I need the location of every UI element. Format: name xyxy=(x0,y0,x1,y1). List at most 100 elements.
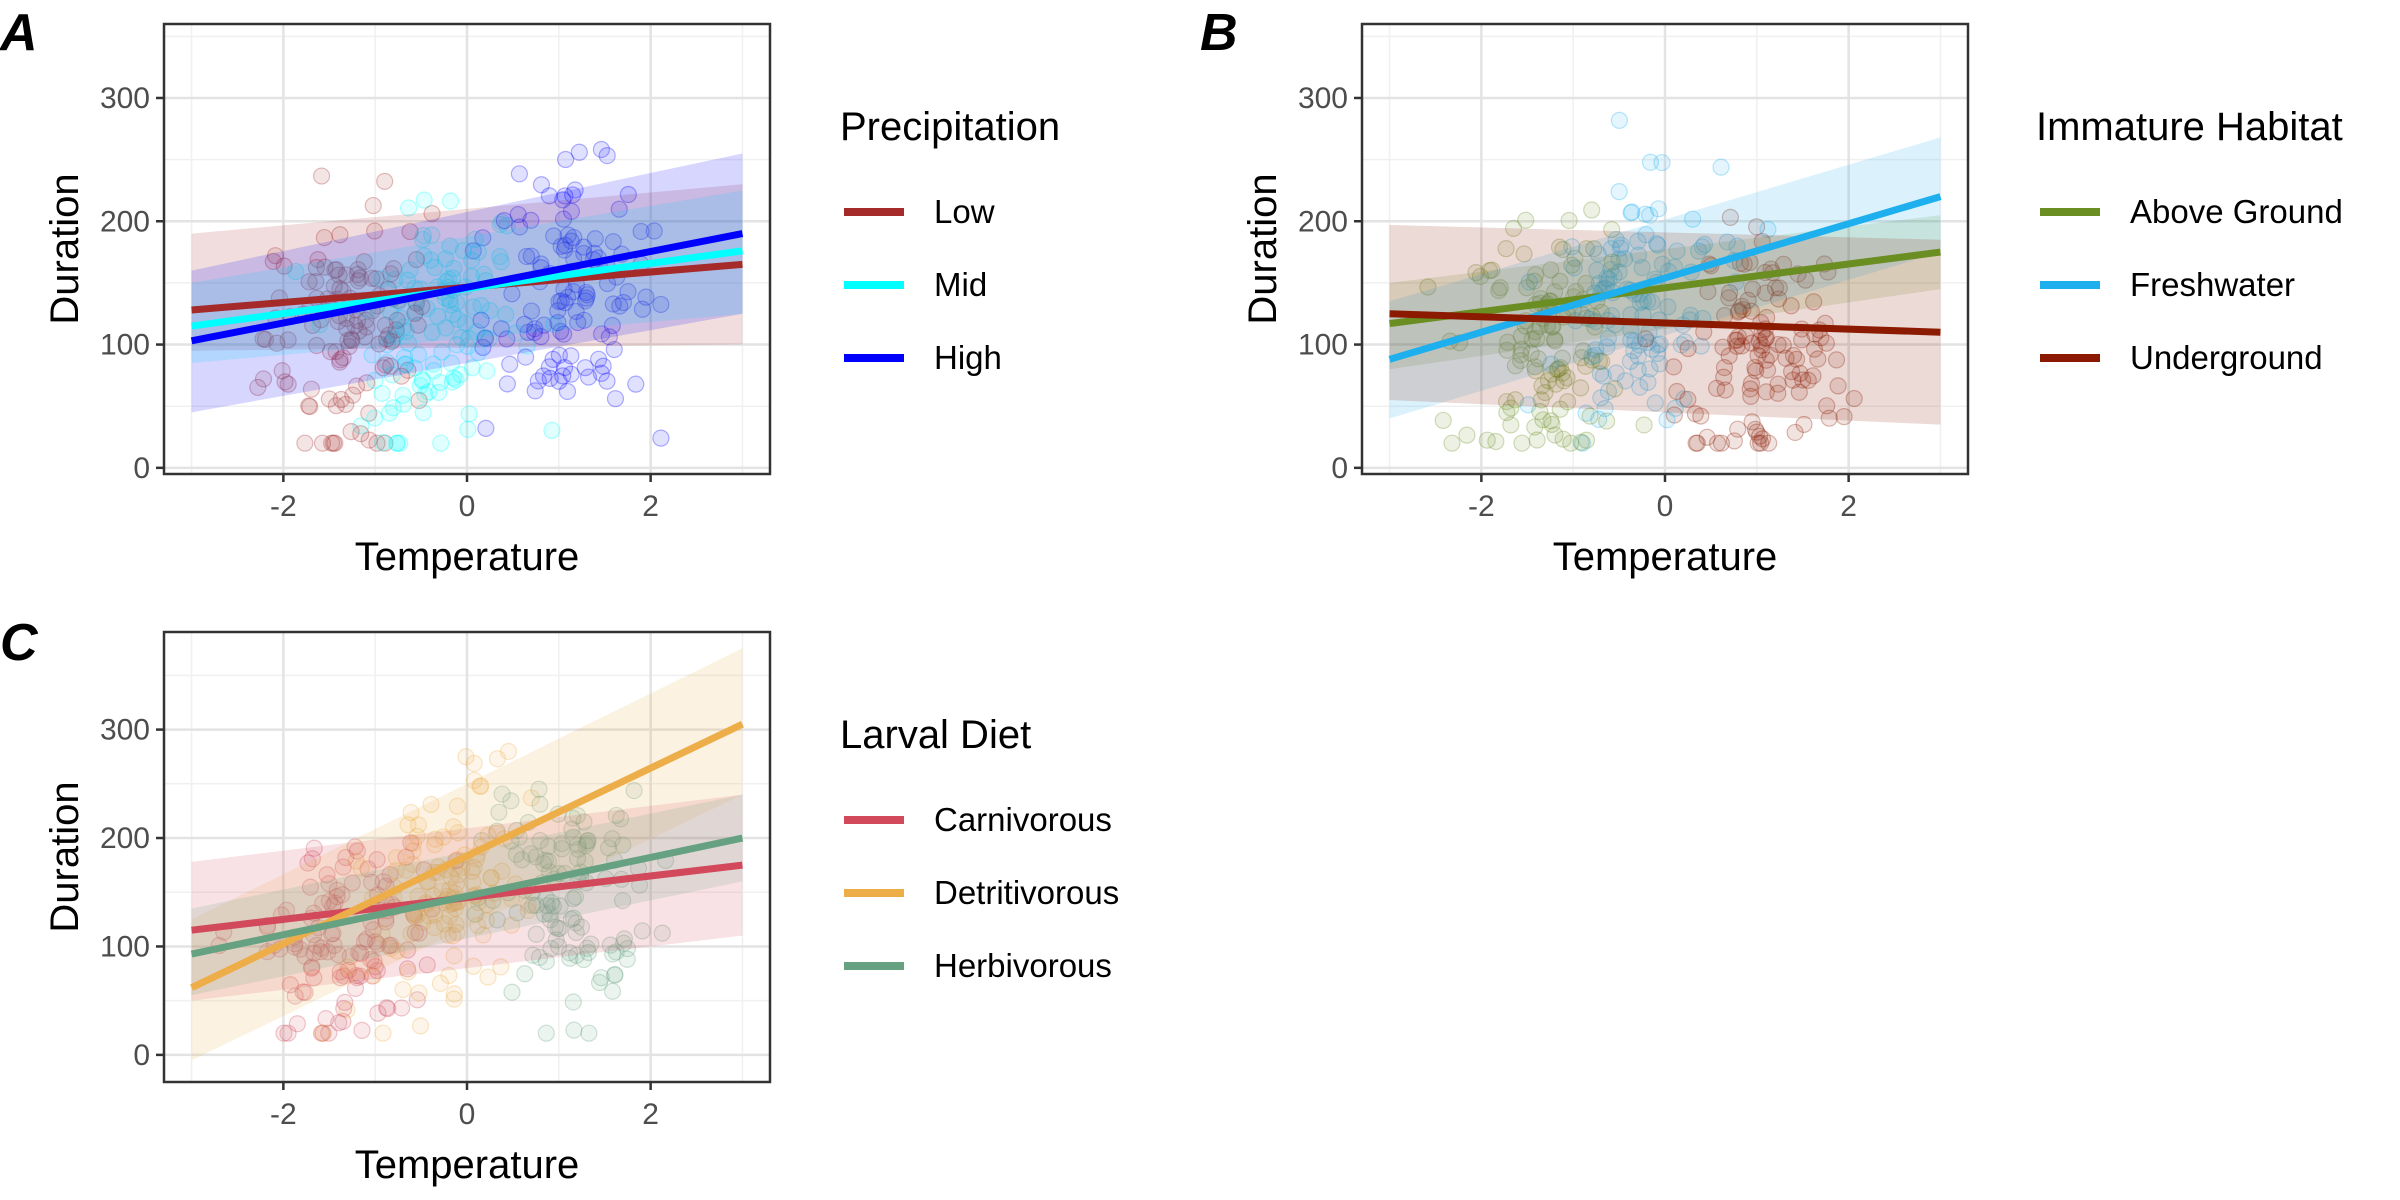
data-point xyxy=(576,359,594,377)
data-point xyxy=(387,849,406,867)
data-point xyxy=(1746,358,1764,377)
data-point xyxy=(604,233,622,251)
data-point xyxy=(373,270,391,288)
data-point xyxy=(1718,233,1736,251)
data-point xyxy=(1741,380,1759,398)
data-point xyxy=(541,911,559,929)
data-point xyxy=(1558,393,1577,411)
data-point xyxy=(469,243,487,261)
data-point xyxy=(379,1000,397,1018)
data-point xyxy=(522,789,540,807)
data-point xyxy=(414,226,433,245)
panel-a: A -2 0 2 0 100 200 300 Temperature Duration Precip… xyxy=(0,4,1060,579)
data-point xyxy=(610,200,628,218)
data-point xyxy=(394,386,412,405)
data-point xyxy=(380,937,398,955)
data-point xyxy=(1629,246,1648,264)
data-point xyxy=(432,434,450,452)
data-point xyxy=(1686,405,1704,423)
data-point xyxy=(1528,431,1546,449)
data-point xyxy=(448,923,466,942)
data-point xyxy=(352,944,370,963)
y-tick-label: 100 xyxy=(100,930,150,963)
data-point xyxy=(1668,242,1686,260)
data-point xyxy=(1698,428,1716,446)
fit-line-underground xyxy=(1389,310,1941,336)
data-point xyxy=(1526,323,1544,341)
data-point xyxy=(1506,391,1524,409)
data-point xyxy=(398,960,417,978)
data-point xyxy=(1513,434,1531,452)
data-point xyxy=(366,958,384,976)
data-point xyxy=(1458,426,1476,444)
data-point xyxy=(331,226,349,244)
data-point xyxy=(444,818,463,836)
data-point xyxy=(1583,201,1601,219)
data-point xyxy=(1551,272,1569,290)
data-point xyxy=(249,378,267,397)
data-point xyxy=(1555,372,1573,390)
data-point xyxy=(406,359,424,377)
data-point xyxy=(474,229,492,247)
data-point xyxy=(575,950,593,969)
data-point xyxy=(469,344,487,362)
data-point xyxy=(482,869,500,887)
data-point xyxy=(302,380,321,398)
data-point xyxy=(366,371,384,389)
data-point xyxy=(564,993,582,1011)
data-point xyxy=(603,830,621,848)
data-point xyxy=(385,260,403,278)
data-point xyxy=(519,901,537,919)
data-point xyxy=(1596,399,1614,418)
data-point xyxy=(537,1024,555,1042)
data-point xyxy=(554,210,573,228)
data-point xyxy=(592,969,610,987)
data-point xyxy=(458,337,477,356)
data-point xyxy=(1631,378,1649,396)
data-point xyxy=(1583,348,1601,366)
data-point xyxy=(567,302,585,321)
data-point xyxy=(337,848,355,867)
data-point xyxy=(482,869,500,887)
data-point xyxy=(1553,349,1571,367)
data-point xyxy=(1590,352,1609,370)
data-point xyxy=(413,372,431,390)
data-point xyxy=(1651,335,1669,353)
data-point xyxy=(502,792,520,810)
data-point xyxy=(1777,349,1795,367)
data-point xyxy=(1637,330,1655,348)
data-point xyxy=(546,918,565,936)
data-point xyxy=(593,325,611,343)
data-point xyxy=(1756,329,1775,347)
data-point xyxy=(397,848,415,866)
data-point xyxy=(407,303,425,321)
data-point xyxy=(1542,355,1560,373)
data-point xyxy=(366,409,384,427)
data-point xyxy=(1622,331,1640,349)
data-point xyxy=(1603,253,1621,271)
data-point xyxy=(1730,302,1748,320)
data-point xyxy=(497,305,515,324)
data-point xyxy=(554,367,572,385)
data-point xyxy=(493,785,511,803)
data-point xyxy=(1653,153,1671,172)
data-point xyxy=(534,367,553,385)
data-point xyxy=(556,294,574,312)
data-point xyxy=(335,967,353,985)
data-point xyxy=(302,959,321,977)
data-point xyxy=(556,236,574,254)
data-point xyxy=(348,842,366,860)
data-point xyxy=(451,365,469,384)
data-point xyxy=(368,935,387,953)
data-point xyxy=(396,355,415,373)
data-point xyxy=(472,296,490,315)
data-point xyxy=(392,309,410,327)
data-point xyxy=(618,940,637,958)
data-point xyxy=(1629,361,1647,379)
data-point xyxy=(537,952,555,971)
data-point xyxy=(632,222,650,241)
data-point xyxy=(474,926,492,944)
data-point xyxy=(352,417,370,435)
data-point xyxy=(338,1001,356,1019)
data-point xyxy=(539,837,557,856)
